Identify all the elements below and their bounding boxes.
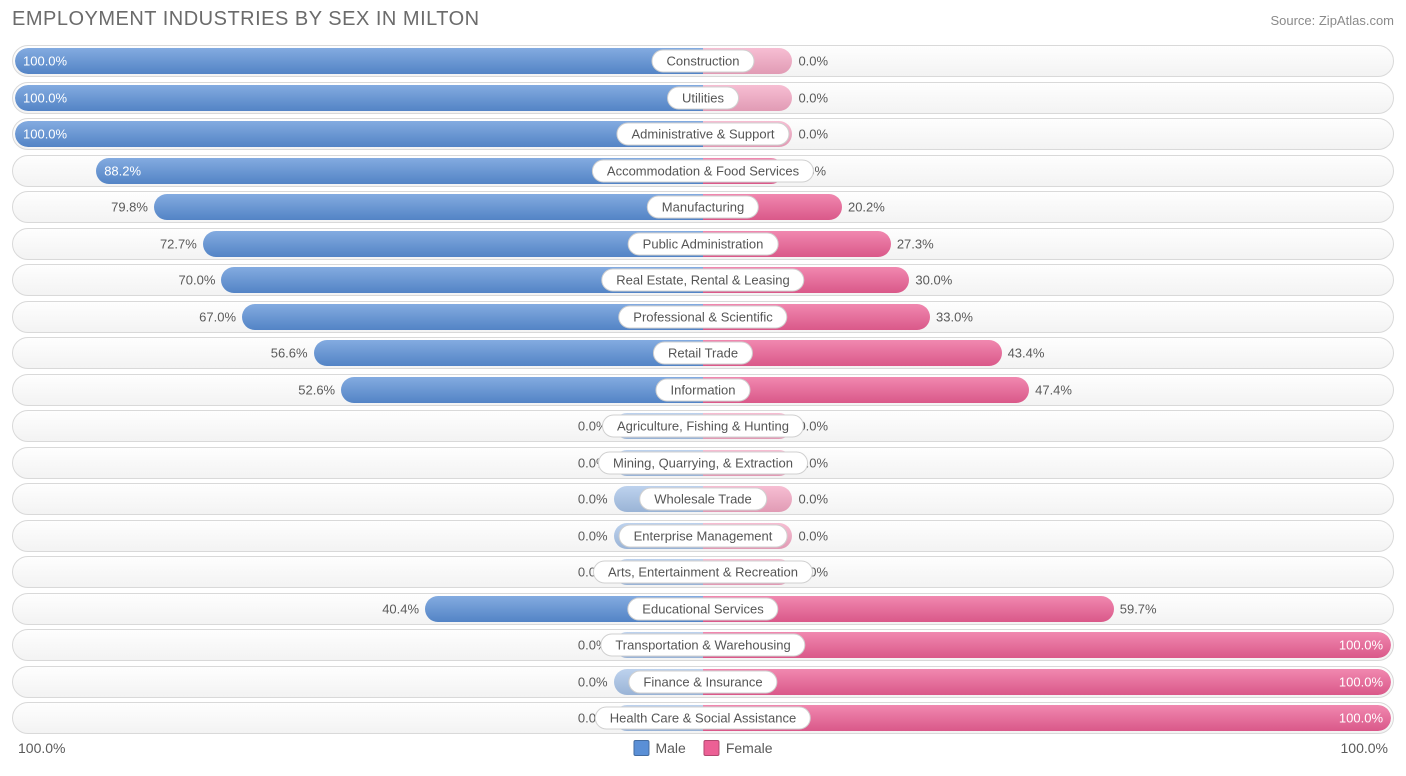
bar-male: 100.0% [15, 48, 703, 74]
chart-row: 100.0% 0.0% Utilities [12, 82, 1394, 114]
pct-male: 100.0% [23, 90, 67, 105]
bar-female [703, 377, 1029, 403]
pct-male: 0.0% [578, 492, 608, 507]
bar-male: 100.0% [15, 85, 703, 111]
chart-source: Source: ZipAtlas.com [1270, 13, 1394, 28]
pct-female: 100.0% [1339, 674, 1383, 689]
legend-swatch-female [704, 740, 720, 756]
pct-male: 52.6% [298, 382, 335, 397]
chart-row: 70.0% 30.0% Real Estate, Rental & Leasing [12, 264, 1394, 296]
legend-label-female: Female [726, 740, 773, 756]
legend-item-female: Female [704, 740, 773, 756]
pct-female: 100.0% [1339, 638, 1383, 653]
category-label: Transportation & Warehousing [600, 634, 805, 657]
legend-swatch-male [633, 740, 649, 756]
pct-male: 70.0% [179, 273, 216, 288]
chart-row: 100.0%0.0%Transportation & Warehousing [12, 629, 1394, 661]
bar-female: 100.0% [703, 669, 1391, 695]
pct-female: 59.7% [1120, 601, 1157, 616]
axis-right-label: 100.0% [1341, 740, 1388, 756]
pct-male: 100.0% [23, 54, 67, 69]
legend-label-male: Male [655, 740, 685, 756]
category-label: Finance & Insurance [628, 670, 777, 693]
pct-female: 47.4% [1035, 382, 1072, 397]
chart-row: 88.2%11.8%Accommodation & Food Services [12, 155, 1394, 187]
bar-male: 100.0% [15, 121, 703, 147]
pct-male: 67.0% [199, 309, 236, 324]
pct-male: 72.7% [160, 236, 197, 251]
chart-row: 40.4% 59.7% Educational Services [12, 593, 1394, 625]
axis-left-label: 100.0% [18, 740, 65, 756]
pct-female: 20.2% [848, 200, 885, 215]
chart-row: 52.6% 47.4% Information [12, 374, 1394, 406]
category-label: Arts, Entertainment & Recreation [593, 561, 813, 584]
chart-row: 67.0% 33.0% Professional & Scientific [12, 301, 1394, 333]
pct-male: 0.0% [578, 528, 608, 543]
chart-row: 0.0% 0.0% Wholesale Trade [12, 483, 1394, 515]
pct-male: 0.0% [578, 674, 608, 689]
pct-male: 79.8% [111, 200, 148, 215]
category-label: Wholesale Trade [639, 488, 767, 511]
category-label: Construction [652, 50, 755, 73]
bar-male [314, 340, 703, 366]
category-label: Information [655, 378, 750, 401]
category-label: Utilities [667, 86, 739, 109]
category-label: Retail Trade [653, 342, 753, 365]
category-label: Educational Services [627, 597, 778, 620]
bar-male [341, 377, 703, 403]
pct-female: 0.0% [798, 127, 828, 142]
legend-item-male: Male [633, 740, 685, 756]
category-label: Health Care & Social Assistance [595, 707, 811, 730]
chart-row: 0.0%0.0%Arts, Entertainment & Recreation [12, 556, 1394, 588]
pct-female: 30.0% [915, 273, 952, 288]
chart-row: 0.0%0.0%Agriculture, Fishing & Hunting [12, 410, 1394, 442]
chart-row: 79.8% 20.2% Manufacturing [12, 191, 1394, 223]
diverging-bar-chart: 100.0% 0.0% Construction 100.0% 0.0% Utilitie… [12, 45, 1394, 734]
bar-female: 100.0% [703, 632, 1391, 658]
pct-male: 40.4% [382, 601, 419, 616]
pct-male: 56.6% [271, 346, 308, 361]
pct-female: 0.0% [798, 90, 828, 105]
chart-row: 0.0%0.0%Mining, Quarrying, & Extraction [12, 447, 1394, 479]
legend: Male Female [633, 740, 772, 756]
chart-row: 0.0% 0.0% Enterprise Management [12, 520, 1394, 552]
category-label: Public Administration [628, 232, 779, 255]
chart-row: 100.0%0.0%Health Care & Social Assistanc… [12, 702, 1394, 734]
category-label: Administrative & Support [616, 123, 789, 146]
category-label: Real Estate, Rental & Leasing [601, 269, 804, 292]
category-label: Mining, Quarrying, & Extraction [598, 451, 808, 474]
chart-row: 72.7% 27.3% Public Administration [12, 228, 1394, 260]
category-label: Professional & Scientific [618, 305, 787, 328]
pct-female: 100.0% [1339, 711, 1383, 726]
category-label: Enterprise Management [619, 524, 788, 547]
pct-male: 100.0% [23, 127, 67, 142]
chart-row: 100.0% 0.0% Administrative & Support [12, 118, 1394, 150]
category-label: Agriculture, Fishing & Hunting [602, 415, 804, 438]
pct-female: 43.4% [1008, 346, 1045, 361]
pct-female: 0.0% [798, 492, 828, 507]
pct-female: 27.3% [897, 236, 934, 251]
pct-female: 0.0% [798, 54, 828, 69]
pct-female: 0.0% [798, 528, 828, 543]
chart-row: 100.0% 0.0% Finance & Insurance [12, 666, 1394, 698]
category-label: Accommodation & Food Services [592, 159, 814, 182]
pct-male: 88.2% [104, 163, 141, 178]
bar-male [154, 194, 703, 220]
category-label: Manufacturing [647, 196, 759, 219]
chart-row: 56.6% 43.4% Retail Trade [12, 337, 1394, 369]
chart-row: 100.0% 0.0% Construction [12, 45, 1394, 77]
chart-title: EMPLOYMENT INDUSTRIES BY SEX IN MILTON [12, 8, 480, 31]
pct-female: 33.0% [936, 309, 973, 324]
